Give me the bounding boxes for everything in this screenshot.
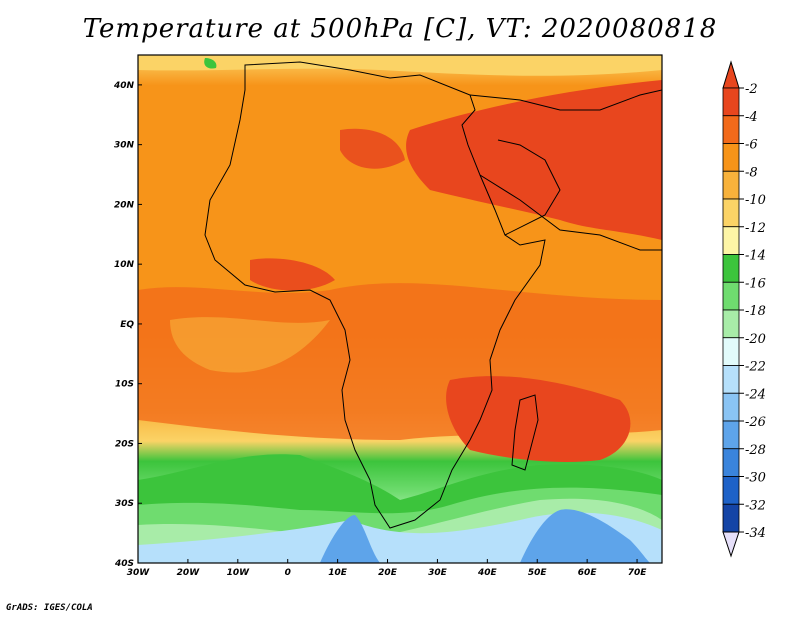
colorbar-under-arrow [722, 531, 740, 558]
lon-tick-label: 30W [127, 568, 151, 578]
colorbar-label: -2 [745, 82, 758, 97]
colorbar-swatch [722, 420, 740, 450]
chart-title: Temperature at 500hPa [C], VT: 202008081… [82, 14, 718, 44]
colorbar-swatch [722, 170, 740, 200]
colorbar-swatch [722, 115, 740, 144]
colorbar-swatch [722, 476, 740, 505]
map-axes: 30W 20W 10W 0 10E 20E 30E 40E 50E 60E 70E 40N 30N 20N… [113, 81, 647, 578]
colorbar-label: -6 [745, 138, 758, 153]
lat-tick-label: 40N [113, 81, 135, 91]
lon-tick-label: 20W [177, 568, 201, 578]
lat-tick-label: 30N [114, 141, 135, 151]
colorbar-swatch [722, 281, 740, 311]
lon-tick-label: 40E [477, 568, 498, 578]
colorbar-swatch [722, 254, 740, 283]
colorbar-label: -18 [745, 304, 766, 319]
colorbar-label: -10 [745, 193, 766, 208]
colorbar-label: -22 [745, 360, 766, 375]
colorbar-label: -24 [745, 387, 766, 402]
lon-tick-label: 60E [578, 568, 598, 578]
colorbar-swatch [722, 448, 740, 477]
lat-tick-label: 20S [115, 439, 134, 449]
lon-tick-label: 0 [285, 568, 291, 578]
colorbar-swatch [722, 503, 740, 533]
colorbar-swatch [722, 337, 740, 366]
lat-tick-label: 30S [115, 499, 134, 509]
colorbar-swatch [722, 365, 740, 394]
colorbar-swatch [722, 309, 740, 339]
lat-tick-label: 20N [114, 200, 135, 210]
colorbar-label: -4 [745, 110, 758, 125]
colorbar-label: -28 [745, 443, 766, 458]
lon-tick-label: 50E [528, 568, 548, 578]
colorbar-over-arrow [722, 60, 740, 89]
colorbar-swatch [722, 226, 740, 255]
colorbar-label: -16 [745, 276, 766, 291]
colorbar-label: -14 [745, 249, 766, 264]
coastlines [204, 61, 662, 529]
lon-tick-label: 70E [628, 568, 648, 578]
colorbar-swatch [722, 143, 740, 172]
colorbar-swatch [722, 392, 740, 422]
colorbar-label: -12 [745, 221, 766, 236]
lon-tick-label: 10W [227, 568, 251, 578]
plot-frame [137, 54, 663, 564]
lon-tick-label: 20E [378, 568, 398, 578]
lat-tick-label: 40S [114, 559, 134, 569]
lat-tick-label: 10S [115, 380, 134, 390]
lat-tick-label: EQ [120, 320, 134, 330]
colorbar-label: -8 [745, 165, 758, 180]
colorbar-swatch [722, 87, 740, 117]
colorbar-label: -20 [745, 332, 766, 347]
colorbar-label: -30 [745, 471, 766, 486]
colorbar-label: -34 [745, 526, 766, 541]
temperature-field [138, 55, 662, 563]
colorbar: -2 -4 -6 -8 -10 -12 -14 -16 -18 -20 -22 -24 -26 -28 -3… [722, 60, 766, 558]
lon-tick-label: 10E [328, 568, 348, 578]
credit-text: GrADS: IGES/COLA [6, 603, 93, 613]
colorbar-label: -32 [745, 498, 766, 513]
lat-tick-label: 10N [114, 260, 135, 270]
lon-tick-label: 30E [428, 568, 448, 578]
colorbar-label: -26 [745, 415, 766, 430]
colorbar-swatch [722, 198, 740, 228]
